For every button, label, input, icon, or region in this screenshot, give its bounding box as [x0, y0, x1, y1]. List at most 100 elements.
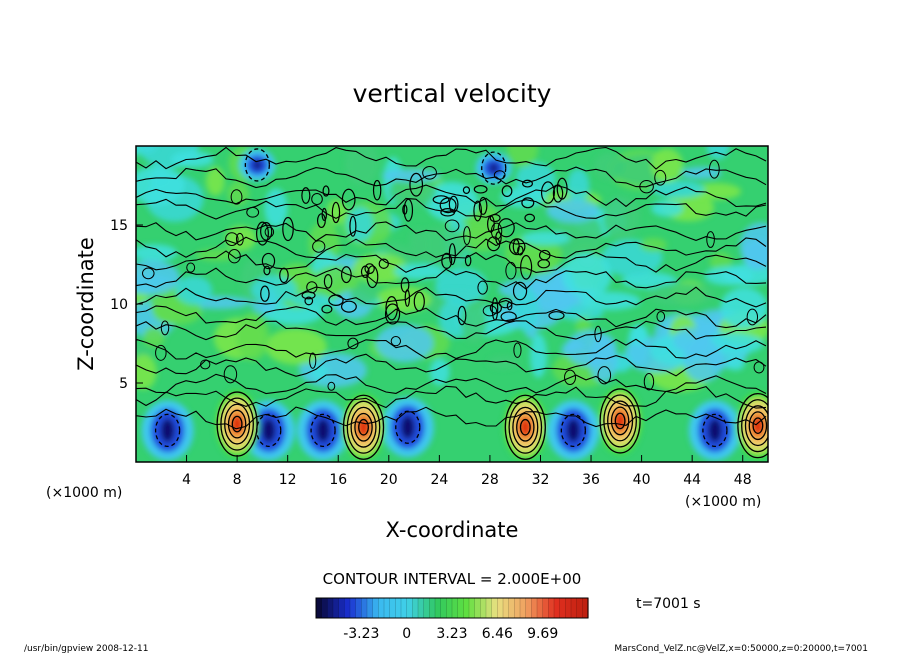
updraft-contour: [512, 406, 539, 448]
downdraft-cell: [566, 418, 581, 443]
turbulence-contour: [464, 254, 472, 267]
updraft-contour: [599, 388, 641, 454]
contour-line: [136, 286, 767, 308]
turbulence-contour: [448, 195, 459, 213]
colorbar-swatch: [440, 598, 447, 618]
turbulence-contour: [473, 200, 483, 222]
small-contour: [513, 342, 522, 358]
updraft-contour: [607, 400, 634, 442]
updraft-contour: [741, 399, 768, 453]
colorbar-swatch: [350, 598, 357, 618]
small-contour: [463, 226, 471, 246]
field-blob: [136, 354, 157, 390]
negative-contour: [154, 413, 181, 448]
contour-line: [136, 320, 767, 341]
small-contour: [746, 308, 759, 326]
colorbar-swatch: [338, 598, 345, 618]
colorbar-swatch: [576, 598, 583, 618]
turbulence-contour: [495, 231, 502, 245]
field-blob: [225, 225, 257, 251]
colorbar-swatch: [446, 598, 453, 618]
turbulence-contour: [409, 172, 424, 197]
turbulence-contour: [432, 195, 450, 205]
colorbar-tick-label: -3.23: [343, 626, 379, 642]
colorbar-swatch: [503, 598, 510, 618]
colorbar-swatch: [423, 598, 430, 618]
x-tick-label: 32: [532, 472, 550, 488]
turbulence-contour: [341, 188, 356, 211]
contour-line: [136, 305, 767, 329]
footer-left: /usr/bin/gpview 2008-12-11: [24, 644, 148, 654]
x-tick-label: 8: [233, 472, 242, 488]
small-contour: [227, 249, 241, 264]
y-axis-ticks: 5 10 15: [110, 218, 143, 392]
turbulence-contour: [500, 311, 517, 323]
turbulence-contour: [501, 185, 513, 198]
field-blob: [411, 227, 469, 266]
colorbar-swatch: [395, 598, 402, 618]
footer-right: MarsCond_VelZ.nc@VelZ,x=0:50000,z=0:2000…: [614, 644, 868, 654]
field-blob: [152, 297, 203, 326]
colorbar-tick-label: 0: [402, 626, 411, 642]
field-blob: [742, 239, 768, 270]
colorbar-swatch: [559, 598, 566, 618]
updraft-contour: [342, 394, 385, 460]
colorbar-swatch: [480, 598, 487, 618]
turbulence-contour: [517, 245, 524, 256]
small-contour: [311, 193, 323, 206]
small-contour: [444, 219, 460, 233]
updraft-contour: [508, 400, 543, 454]
colorbar-swatch: [355, 598, 362, 618]
contour-line: [136, 184, 767, 208]
colorbar-swatch: [554, 598, 561, 618]
small-contour: [505, 261, 517, 280]
colorbar-swatch: [582, 598, 589, 618]
downdraft-cell: [707, 418, 722, 443]
turbulence-contour: [457, 305, 467, 326]
turbulence-contour: [512, 281, 528, 301]
field-blob: [507, 146, 539, 167]
x-unit-right: (×1000 m): [685, 494, 761, 510]
chart-title: vertical velocity: [353, 79, 552, 108]
colorbar-swatch: [508, 598, 515, 618]
updraft-contour: [752, 417, 764, 434]
colorbar-swatch: [316, 598, 323, 618]
y-axis-label: Z-coordinate: [74, 237, 98, 371]
x-tick-label: 44: [683, 472, 701, 488]
updraft-contour: [519, 418, 531, 436]
field-blob: [289, 293, 331, 306]
colorbar-swatch: [520, 598, 527, 618]
small-contour: [235, 232, 244, 246]
turbulence-contour: [301, 187, 311, 204]
contour-line: [136, 338, 767, 360]
x-tick-label: 24: [430, 472, 448, 488]
small-contour: [706, 231, 715, 248]
colorbar-tick-label: 9.69: [527, 626, 558, 642]
turbulence-contour: [522, 179, 533, 188]
field-blob: [487, 355, 520, 369]
turbulence-contour: [506, 301, 513, 311]
turbulence-contour: [540, 181, 556, 204]
colorbar-swatch: [412, 598, 419, 618]
x-tick-label: 16: [329, 472, 347, 488]
colorbar-swatch: [463, 598, 470, 618]
contour-line: [136, 267, 767, 290]
field-blob: [521, 231, 571, 245]
field-blobs: [136, 146, 768, 462]
colorbar-swatch: [565, 598, 572, 618]
colorbar-swatch: [361, 598, 368, 618]
downdraft-cell: [253, 159, 262, 170]
turbulence-contour: [349, 215, 357, 237]
updraft-contour: [603, 394, 637, 448]
small-contour: [708, 159, 720, 179]
turbulence-contour: [384, 303, 401, 325]
colorbar-tick-label: 6.46: [482, 626, 513, 642]
field-blob: [381, 169, 442, 182]
small-contour: [490, 222, 503, 240]
colorbar-swatch: [367, 598, 374, 618]
turbulence-contour: [497, 218, 515, 238]
turbulence-contour: [304, 296, 314, 306]
updraft-contour: [231, 415, 243, 433]
small-contour: [482, 305, 498, 317]
y-tick-label: 5: [119, 376, 128, 392]
